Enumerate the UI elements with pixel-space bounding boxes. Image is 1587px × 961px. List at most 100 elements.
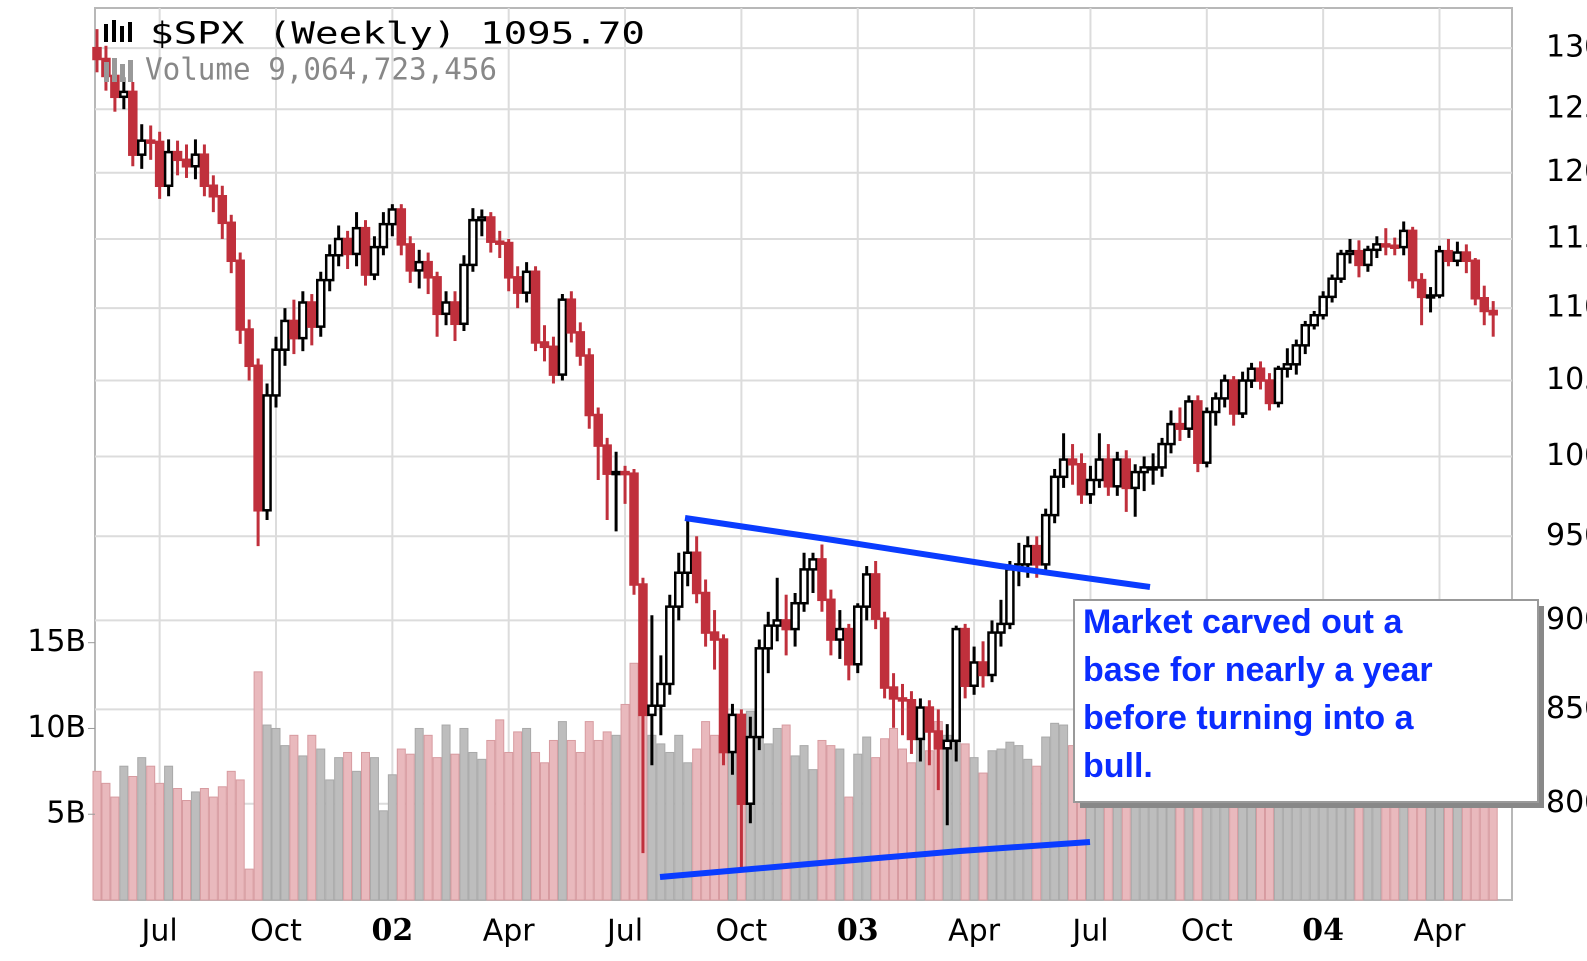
candle-body — [1076, 463, 1087, 496]
candle-body — [906, 698, 917, 741]
candle-body — [647, 704, 657, 717]
candle-body — [638, 583, 648, 717]
volume-label: Volume 9,064,723,456 — [145, 53, 497, 88]
candle-body — [369, 245, 380, 276]
volume-bar — [1050, 722, 1060, 901]
candle-body — [1255, 367, 1266, 382]
volume-bar — [343, 751, 353, 901]
candle-body — [853, 605, 863, 666]
candle-body — [763, 624, 773, 650]
icon — [120, 64, 125, 82]
candle-body — [1148, 466, 1158, 471]
y-tick-label: 800 — [1546, 785, 1587, 820]
volume-bar — [790, 755, 800, 901]
candle-body — [1237, 379, 1248, 415]
volume-bar — [808, 769, 818, 901]
volume-bar — [1059, 724, 1069, 901]
candle-body — [360, 226, 371, 276]
volume-bar — [665, 751, 675, 901]
volume-bar — [1014, 745, 1024, 901]
candle-body — [1273, 367, 1284, 405]
candle-body — [1184, 400, 1194, 430]
volume-bar — [799, 745, 809, 901]
candle-body — [450, 301, 460, 326]
candle-body — [897, 697, 908, 702]
x-tick-label: Jul — [1070, 914, 1108, 949]
volume-bar — [450, 753, 460, 901]
candle-body — [620, 470, 630, 476]
y-tick-label: 1250 — [1546, 91, 1587, 126]
candle-body — [611, 470, 621, 476]
candle-body — [1219, 379, 1230, 400]
volume-bar — [566, 739, 576, 901]
y-tick-label: 1300 — [1546, 30, 1587, 65]
volume-bar — [325, 779, 335, 901]
header: $SPX (Weekly) 1095.70 Volume 9,064,723,4… — [104, 17, 645, 88]
x-tick-label: Jul — [605, 914, 643, 949]
candle-body — [423, 260, 433, 279]
candle-body — [226, 221, 236, 263]
candle-body — [700, 591, 711, 634]
icon — [112, 58, 117, 82]
candle-body — [1175, 422, 1185, 430]
volume-bar — [396, 748, 406, 901]
volume-bar — [978, 772, 988, 901]
candle-body — [1452, 251, 1463, 263]
candle-body — [548, 345, 559, 376]
candle-body — [1354, 249, 1364, 267]
candle-body — [477, 216, 487, 222]
volume-bar — [128, 775, 138, 901]
volume-bar — [781, 724, 791, 901]
candle-body — [790, 601, 800, 631]
volume-bar — [334, 757, 344, 901]
volume-bar — [540, 762, 549, 901]
volume-bar — [575, 751, 585, 901]
annotation-line: Market carved out a — [1083, 603, 1403, 641]
y-tick-label: 900 — [1546, 602, 1587, 637]
candle-body — [1443, 249, 1454, 263]
volume-tick-label: 5B — [46, 796, 86, 831]
candle-body — [145, 139, 156, 144]
candle-body — [199, 153, 210, 188]
volume-bar — [208, 796, 218, 901]
candle-body — [557, 298, 568, 376]
volume-bar — [915, 738, 925, 901]
candle-body — [933, 730, 944, 750]
candle-body — [978, 661, 988, 677]
candle-body — [503, 241, 514, 279]
candle-body — [307, 301, 317, 328]
volume-bar — [164, 765, 174, 901]
candle-body — [745, 735, 756, 805]
candle-body — [154, 140, 165, 188]
candle-body — [414, 260, 424, 272]
candle-body — [1488, 309, 1498, 316]
candle-body — [629, 472, 639, 586]
candle-body — [951, 627, 961, 743]
volume-bar — [369, 757, 379, 901]
candle-body — [682, 551, 693, 574]
chart-title: $SPX (Weekly) 1095.70 — [150, 17, 645, 52]
candle-body — [826, 598, 836, 641]
volume-bar — [844, 796, 854, 901]
candle-body — [521, 270, 532, 294]
candle-body — [1372, 243, 1382, 252]
x-tick-label: 03 — [837, 913, 879, 948]
candle-body — [298, 301, 308, 340]
icon — [128, 22, 132, 42]
candle-body — [942, 739, 952, 750]
volume-bar — [674, 734, 684, 901]
candle-body — [781, 619, 791, 631]
volume-bar — [772, 727, 782, 901]
candle-body — [593, 413, 603, 447]
candle-body — [1246, 367, 1257, 382]
y-tick-label: 950 — [1546, 518, 1587, 553]
candle-body — [190, 153, 201, 168]
candle-body — [674, 571, 684, 608]
volume-bar — [101, 782, 111, 901]
x-tick-label: Jul — [140, 914, 178, 949]
volume-bar — [262, 724, 272, 901]
candle-body — [1381, 243, 1391, 248]
candle-body — [1363, 248, 1373, 267]
volume-bar — [477, 758, 487, 901]
candle-body — [1228, 379, 1239, 415]
